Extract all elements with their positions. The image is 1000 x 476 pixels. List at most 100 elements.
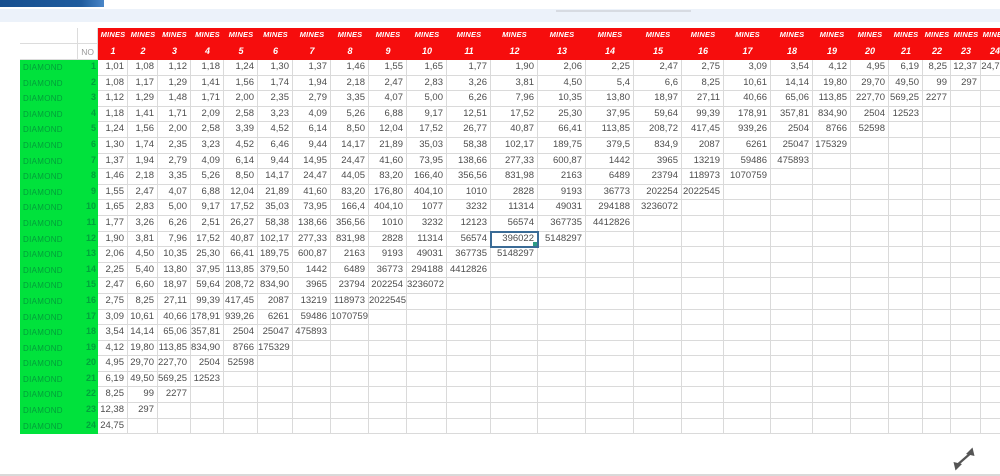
table-cell[interactable]: 8766	[224, 340, 258, 357]
table-cell[interactable]: 5148297	[538, 231, 586, 248]
table-cell[interactable]	[331, 418, 369, 435]
table-cell[interactable]: 14,17	[331, 137, 369, 154]
table-cell[interactable]	[369, 325, 407, 341]
table-cell[interactable]	[851, 231, 889, 248]
column-header-mines-12[interactable]: MINES	[491, 28, 538, 44]
table-cell[interactable]: 99	[128, 387, 158, 404]
table-cell[interactable]	[682, 247, 724, 263]
table-cell[interactable]: 2,06	[98, 247, 128, 263]
table-cell[interactable]	[951, 325, 981, 341]
table-cell[interactable]	[923, 247, 951, 263]
column-number-7[interactable]: 7	[293, 44, 331, 60]
table-cell[interactable]	[634, 356, 682, 372]
table-cell[interactable]	[813, 169, 851, 185]
table-cell[interactable]: 3,26	[447, 75, 491, 92]
table-cell[interactable]	[771, 231, 813, 248]
table-cell[interactable]: 3965	[634, 153, 682, 170]
table-cell[interactable]: 6,26	[447, 91, 491, 107]
table-cell[interactable]	[538, 356, 586, 372]
table-cell[interactable]: 2,47	[98, 278, 128, 294]
table-cell[interactable]	[771, 325, 813, 341]
column-header-mines-10[interactable]: MINES	[407, 28, 447, 44]
table-cell[interactable]: 6489	[586, 169, 634, 185]
table-cell[interactable]: 3232	[447, 200, 491, 216]
table-cell[interactable]	[586, 371, 634, 388]
table-cell[interactable]	[634, 309, 682, 326]
table-cell[interactable]: 2,09	[191, 106, 224, 123]
table-cell[interactable]: 13,80	[586, 91, 634, 107]
table-cell[interactable]: 12,37	[951, 60, 981, 76]
row-number-10[interactable]: 10	[78, 200, 98, 216]
row-label-diamond-17[interactable]: DIAMOND	[20, 309, 78, 326]
table-cell[interactable]	[724, 325, 771, 341]
table-cell[interactable]	[724, 403, 771, 419]
table-cell[interactable]	[951, 137, 981, 154]
table-cell[interactable]: 26,27	[224, 215, 258, 232]
table-cell[interactable]	[923, 278, 951, 294]
table-cell[interactable]	[447, 371, 491, 388]
table-cell[interactable]: 3,81	[491, 75, 538, 92]
table-cell[interactable]: 2277	[923, 91, 951, 107]
table-cell[interactable]: 1,12	[98, 91, 128, 107]
table-cell[interactable]: 5,26	[191, 169, 224, 185]
table-cell[interactable]: 1,71	[158, 106, 191, 123]
table-cell[interactable]: 25047	[771, 137, 813, 154]
table-cell[interactable]: 1,37	[293, 60, 331, 76]
table-cell[interactable]: 1,94	[293, 75, 331, 92]
table-cell[interactable]	[771, 247, 813, 263]
table-cell[interactable]	[923, 106, 951, 123]
table-cell[interactable]: 5,26	[331, 106, 369, 123]
table-cell[interactable]	[258, 387, 293, 404]
table-cell[interactable]: 66,41	[224, 247, 258, 263]
table-cell[interactable]	[191, 387, 224, 404]
table-cell[interactable]	[538, 325, 586, 341]
table-cell[interactable]	[538, 309, 586, 326]
table-cell[interactable]: 2,47	[128, 184, 158, 201]
table-cell[interactable]: 18,97	[634, 91, 682, 107]
table-cell[interactable]: 2,25	[98, 262, 128, 279]
table-cell[interactable]	[889, 278, 923, 294]
table-cell[interactable]	[586, 247, 634, 263]
table-cell[interactable]	[889, 418, 923, 435]
table-cell[interactable]: 178,91	[191, 309, 224, 326]
table-cell[interactable]: 4,09	[293, 106, 331, 123]
table-cell[interactable]	[447, 340, 491, 357]
table-cell[interactable]: 2,83	[407, 75, 447, 92]
table-cell[interactable]: 19,80	[128, 340, 158, 357]
column-header-mines-8[interactable]: MINES	[331, 28, 369, 44]
table-cell[interactable]	[538, 247, 586, 263]
table-cell[interactable]	[538, 278, 586, 294]
table-cell[interactable]: 1,90	[491, 60, 538, 76]
row-label-diamond-18[interactable]: DIAMOND	[20, 325, 78, 341]
table-cell[interactable]: 6,26	[158, 215, 191, 232]
table-cell[interactable]	[369, 309, 407, 326]
column-number-17[interactable]: 17	[724, 44, 771, 60]
table-cell[interactable]	[981, 278, 1000, 294]
table-cell[interactable]	[923, 293, 951, 310]
table-cell[interactable]: 1,08	[98, 75, 128, 92]
table-cell[interactable]	[586, 231, 634, 248]
table-cell[interactable]: 2,83	[128, 200, 158, 216]
table-cell[interactable]	[128, 418, 158, 435]
table-cell[interactable]: 59486	[293, 309, 331, 326]
table-cell[interactable]	[951, 169, 981, 185]
table-cell[interactable]	[923, 215, 951, 232]
table-cell[interactable]: 24,47	[293, 169, 331, 185]
table-cell[interactable]: 1,01	[98, 60, 128, 76]
table-cell[interactable]	[224, 371, 258, 388]
table-cell[interactable]: 2,79	[293, 91, 331, 107]
table-cell[interactable]	[771, 309, 813, 326]
table-cell[interactable]: 2504	[771, 122, 813, 138]
table-cell[interactable]	[491, 387, 538, 404]
table-cell[interactable]: 600,87	[538, 153, 586, 170]
table-cell[interactable]	[771, 200, 813, 216]
table-cell[interactable]: 58,38	[447, 137, 491, 154]
table-cell[interactable]	[981, 122, 1000, 138]
table-cell[interactable]: 8,25	[98, 387, 128, 404]
table-cell[interactable]: 40,87	[224, 231, 258, 248]
table-cell[interactable]	[889, 231, 923, 248]
column-header-mines-9[interactable]: MINES	[369, 28, 407, 44]
table-cell[interactable]: 3236072	[634, 200, 682, 216]
table-cell[interactable]	[586, 387, 634, 404]
row-number-16[interactable]: 16	[78, 293, 98, 310]
